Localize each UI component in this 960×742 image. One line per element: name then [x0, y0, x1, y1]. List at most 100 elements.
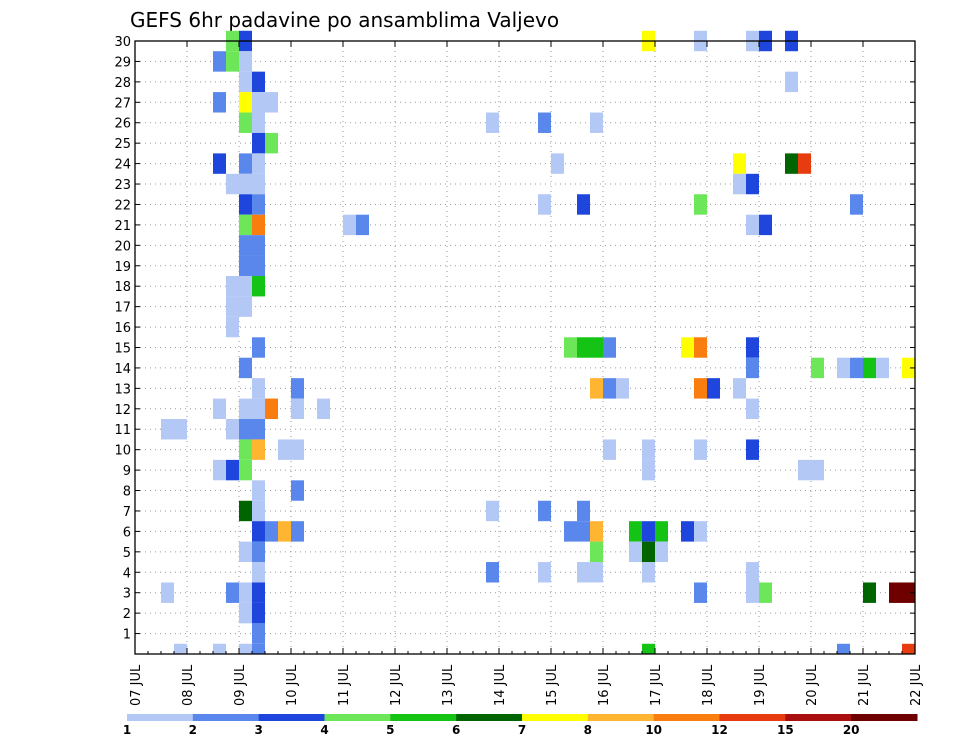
precip-cell — [590, 521, 603, 542]
precip-cell — [252, 71, 265, 93]
legend-swatch — [192, 714, 260, 721]
legend-label: 5 — [386, 723, 394, 737]
precip-cell — [252, 337, 265, 358]
x-tick-label: 16 JUL — [597, 664, 612, 706]
legend-swatch — [456, 714, 523, 721]
precip-cell — [265, 398, 278, 420]
precip-cell — [239, 419, 252, 440]
precip-cell — [252, 132, 265, 154]
precip-cell — [291, 439, 304, 460]
precip-cell — [889, 582, 902, 603]
precip-cell — [603, 439, 616, 460]
precip-cell — [785, 71, 798, 93]
precip-cell — [239, 296, 252, 317]
y-tick-label: 7 — [123, 505, 131, 520]
legend-label: 3 — [254, 723, 262, 737]
y-tick-label: 28 — [114, 76, 131, 91]
precip-cell — [629, 541, 642, 563]
precip-cell — [590, 541, 603, 563]
precip-cell — [239, 194, 252, 215]
y-tick-label: 27 — [114, 96, 131, 111]
precip-cell — [278, 521, 291, 542]
precip-cell — [564, 337, 577, 358]
precip-cell — [616, 378, 629, 399]
precip-cell — [213, 51, 226, 72]
precip-cell — [291, 398, 304, 420]
precip-cell — [213, 398, 226, 420]
precip-cell — [486, 562, 499, 583]
x-tick-label: 19 JUL — [753, 664, 768, 706]
precip-cell — [252, 92, 265, 113]
precip-cell — [239, 500, 252, 522]
precip-cell — [746, 562, 759, 583]
precip-cell — [746, 337, 759, 358]
precip-cell — [239, 643, 252, 654]
x-tick-label: 12 JUL — [389, 664, 404, 706]
precip-cell — [226, 419, 239, 440]
precip-cell — [746, 439, 759, 460]
y-tick-label: 18 — [114, 280, 131, 295]
legend-swatch — [653, 714, 720, 721]
precip-cell — [642, 562, 655, 583]
precip-cell — [538, 562, 551, 583]
precip-cell — [642, 541, 655, 563]
x-axis: 07 JUL 08 JUL 09 JUL 10 JUL 11 JUL 12 JUL 13 J… — [129, 41, 924, 706]
y-tick-label: 20 — [114, 239, 131, 254]
x-tick-label: 09 JUL — [233, 664, 248, 706]
precip-cell — [252, 582, 265, 603]
precip-cell — [252, 153, 265, 174]
precip-cell — [733, 378, 746, 399]
legend-swatch — [258, 714, 325, 721]
precip-cell — [642, 459, 655, 481]
legend-swatch — [719, 714, 786, 721]
y-tick-label: 13 — [114, 382, 131, 397]
precip-cell — [161, 419, 174, 440]
precip-cell — [694, 337, 707, 358]
precip-cell — [265, 521, 278, 542]
precip-cell — [694, 582, 707, 603]
precip-cell — [226, 316, 239, 338]
precip-cell — [642, 643, 655, 654]
x-tick-label: 11 JUL — [337, 664, 352, 706]
precip-cell — [252, 194, 265, 215]
precip-cell — [590, 112, 603, 133]
precip-cell — [252, 275, 265, 297]
precip-cell — [733, 153, 746, 174]
precip-cell — [902, 643, 915, 654]
y-tick-label: 22 — [114, 198, 131, 213]
precip-cell — [252, 439, 265, 460]
precip-cell — [226, 173, 239, 195]
x-tick-label: 13 JUL — [441, 664, 456, 706]
precip-cell — [577, 500, 590, 522]
precip-cell — [538, 112, 551, 133]
precip-cell — [707, 378, 720, 399]
precip-cell — [213, 643, 226, 654]
legend-swatch — [127, 714, 194, 721]
y-tick-label: 26 — [114, 117, 131, 132]
precip-cell — [252, 541, 265, 563]
legend-label: 4 — [320, 723, 328, 737]
y-tick-label: 30 — [114, 35, 131, 50]
precip-cell — [850, 194, 863, 215]
x-tick-label: 22 JUL — [909, 664, 924, 706]
y-tick-label: 17 — [114, 301, 131, 316]
precip-cell — [239, 92, 252, 113]
x-tick-label: 08 JUL — [181, 664, 196, 706]
chart-title: GEFS 6hr padavine po ansamblima Valjevo — [130, 8, 559, 32]
precip-cell — [252, 235, 265, 256]
y-tick-label: 3 — [123, 587, 131, 602]
precip-cell — [213, 459, 226, 481]
y-tick-label: 21 — [114, 219, 131, 234]
precip-cell — [863, 357, 876, 379]
precip-cell — [226, 296, 239, 317]
legend-swatch — [522, 714, 589, 721]
legend-label: 2 — [189, 723, 197, 737]
precip-cell — [343, 214, 356, 236]
precip-cell — [681, 337, 694, 358]
precip-cell — [590, 562, 603, 583]
legend-label: 12 — [711, 723, 728, 737]
precip-cell — [252, 623, 265, 644]
precip-cell — [291, 378, 304, 399]
precip-cell — [798, 153, 811, 174]
precip-cell — [538, 194, 551, 215]
